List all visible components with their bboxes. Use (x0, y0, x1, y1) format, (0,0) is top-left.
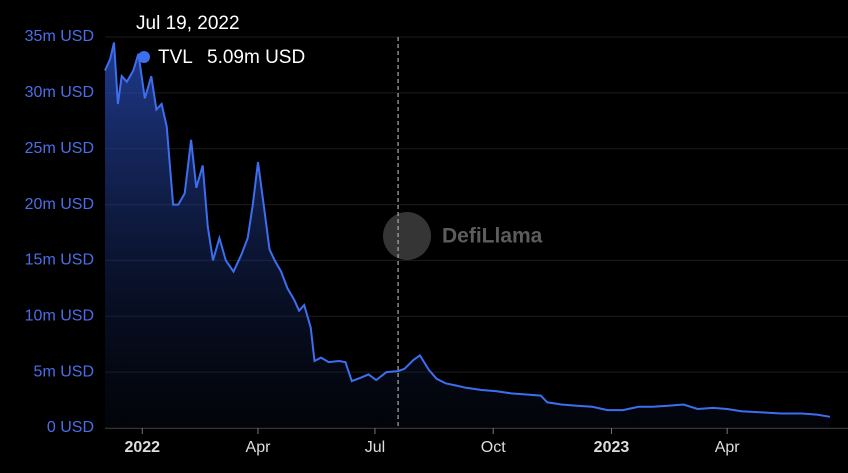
y-tick-label: 20m USD (25, 196, 94, 213)
x-tick-label: Apr (715, 439, 741, 456)
tooltip-date: Jul 19, 2022 (136, 13, 240, 34)
x-tick-label: Apr (246, 439, 272, 456)
x-tick-label: Jul (365, 439, 385, 456)
y-tick-label: 10m USD (25, 308, 94, 325)
area (105, 42, 830, 428)
watermark-logo (383, 212, 431, 260)
x-tick-label: Oct (481, 439, 506, 456)
tooltip-value: 5.09m USD (207, 47, 305, 68)
y-tick-label: 15m USD (25, 252, 94, 269)
x-tick-label: 2022 (124, 439, 160, 456)
y-tick-label: 30m USD (25, 84, 94, 101)
x-tick-label: 2023 (594, 439, 630, 456)
tooltip-series: TVL (158, 47, 193, 68)
watermark-text: DefiLlama (442, 225, 543, 248)
y-tick-label: 35m USD (25, 28, 94, 45)
y-tick-label: 25m USD (25, 140, 94, 157)
y-tick-label: 0 USD (47, 419, 94, 436)
line (104, 42, 831, 418)
y-tick-label: 5m USD (34, 363, 94, 380)
watermark (383, 212, 431, 260)
tooltip-marker (138, 51, 150, 63)
